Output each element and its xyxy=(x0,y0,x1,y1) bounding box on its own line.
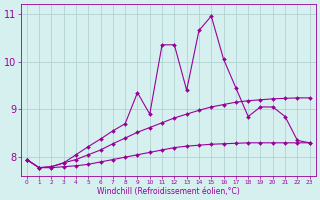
X-axis label: Windchill (Refroidissement éolien,°C): Windchill (Refroidissement éolien,°C) xyxy=(97,187,240,196)
